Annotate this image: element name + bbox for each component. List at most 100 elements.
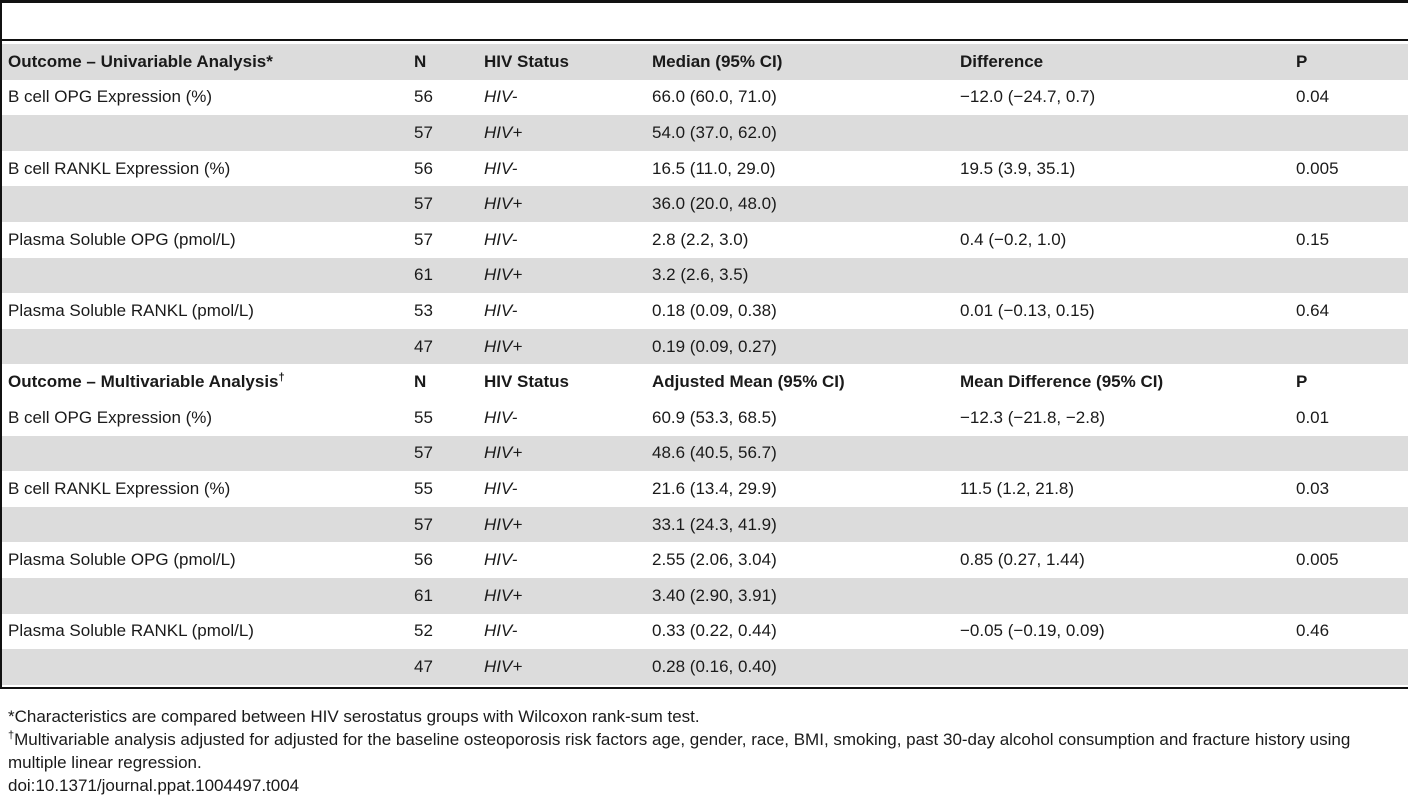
table-row: 61 HIV+ 3.40 (2.90, 3.91): [2, 577, 1408, 614]
cell-n: 55: [414, 478, 433, 498]
cell-difference: 0.85 (0.27, 1.44): [960, 550, 1085, 570]
cell-outcome: Plasma Soluble OPG (pmol/L): [8, 550, 236, 570]
cell-n: 52: [414, 621, 433, 641]
header-median: Median (95% CI): [646, 44, 954, 80]
cell-hiv-status: HIV-: [484, 229, 518, 249]
table-row: 57 HIV+ 36.0 (20.0, 48.0): [2, 186, 1408, 222]
footnote-2: †Multivariable analysis adjusted for adj…: [8, 729, 1351, 772]
section-header-univariable: Outcome – Univariable Analysis* N HIV St…: [2, 44, 1408, 80]
cell-outcome: B cell OPG Expression (%): [8, 87, 213, 107]
cell-hiv-status: HIV+: [478, 328, 646, 365]
cell-estimate: 48.6 (40.5, 56.7): [646, 435, 954, 472]
cell-p-value: 0.04: [1296, 87, 1330, 107]
cell-n: 61: [408, 257, 478, 294]
header-adjusted-mean: Adjusted Mean (95% CI): [652, 372, 845, 392]
cell-estimate: 0.33 (0.22, 0.44): [652, 621, 777, 641]
cell-p-value: 0.46: [1296, 621, 1330, 641]
cell-hiv-status: HIV-: [484, 550, 518, 570]
table-row: 57 HIV+ 48.6 (40.5, 56.7): [2, 435, 1408, 472]
cell-difference: −12.3 (−21.8, −2.8): [960, 407, 1106, 427]
cell-estimate: 0.18 (0.09, 0.38): [652, 300, 777, 320]
cell-hiv-status: HIV-: [484, 87, 518, 107]
table-left-border: [0, 0, 2, 688]
cell-estimate: 54.0 (37.0, 62.0): [646, 115, 954, 151]
header-mean-difference: Mean Difference (95% CI): [960, 372, 1164, 392]
cell-difference: [954, 257, 1290, 294]
table-row: 47 HIV+ 0.19 (0.09, 0.27): [2, 328, 1408, 365]
univariable-rows: B cell OPG Expression (%) 56 HIV- 66.0 (60.…: [2, 80, 1408, 365]
cell-hiv-status: HIV+: [478, 115, 646, 151]
cell-p-value: [1290, 115, 1408, 151]
cell-estimate: 16.5 (11.0, 29.0): [652, 158, 776, 178]
cell-n: 47: [408, 328, 478, 365]
cell-n: 47: [408, 649, 478, 685]
cell-p-value: [1290, 186, 1408, 222]
cell-p-value: 0.64: [1296, 300, 1330, 320]
cell-difference: −0.05 (−0.19, 0.09): [960, 621, 1105, 641]
cell-outcome: B cell RANKL Expression (%): [8, 158, 231, 178]
cell-outcome: [2, 115, 408, 151]
cell-hiv-status: HIV-: [484, 300, 518, 320]
cell-hiv-status: HIV+: [478, 506, 646, 543]
cell-n: 57: [408, 435, 478, 472]
cell-hiv-status: HIV+: [478, 257, 646, 294]
footnote-marker: *: [266, 51, 273, 71]
cell-difference: [954, 649, 1290, 685]
cell-estimate: 60.9 (53.3, 68.5): [652, 407, 777, 427]
cell-n: 56: [414, 158, 433, 178]
cell-outcome: [2, 577, 408, 614]
header-hiv-status: HIV Status: [484, 372, 570, 392]
cell-outcome: B cell RANKL Expression (%): [8, 478, 231, 498]
cell-p-value: 0.005: [1296, 550, 1339, 570]
cell-n: 57: [414, 229, 433, 249]
cell-outcome: [2, 328, 408, 365]
results-table: Outcome – Univariable Analysis* N HIV St…: [2, 44, 1408, 685]
table-row: 57 HIV+ 54.0 (37.0, 62.0): [2, 115, 1408, 151]
cell-estimate: 36.0 (20.0, 48.0): [646, 186, 954, 222]
cell-hiv-status: HIV-: [484, 158, 518, 178]
cell-p-value: [1290, 506, 1408, 543]
cell-outcome: B cell OPG Expression (%): [8, 407, 213, 427]
cell-difference: [954, 577, 1290, 614]
cell-estimate: 66.0 (60.0, 71.0): [652, 87, 777, 107]
footnote-marker: †: [278, 371, 285, 384]
cell-hiv-status: HIV+: [478, 577, 646, 614]
cell-difference: [954, 115, 1290, 151]
section-header-multivariable: Outcome – Multivariable Analysis† N HIV …: [2, 364, 1408, 400]
cell-p-value: 0.03: [1296, 478, 1330, 498]
table-footnotes: *Characteristics are compared between HI…: [8, 705, 1408, 797]
cell-hiv-status: HIV-: [484, 407, 518, 427]
cell-difference: 19.5 (3.9, 35.1): [960, 158, 1076, 178]
table-top-rule: [0, 0, 1408, 3]
cell-n: 61: [408, 577, 478, 614]
cell-hiv-status: HIV+: [478, 649, 646, 685]
cell-difference: [954, 186, 1290, 222]
header-n: N: [414, 372, 427, 392]
cell-outcome: Plasma Soluble RANKL (pmol/L): [8, 621, 254, 641]
header-n: N: [408, 44, 478, 80]
cell-hiv-status: HIV+: [478, 435, 646, 472]
cell-estimate: 33.1 (24.3, 41.9): [646, 506, 954, 543]
cell-p-value: 0.01: [1296, 407, 1330, 427]
table-row: Plasma Soluble OPG (pmol/L) 56 HIV- 2.55 (2…: [2, 542, 1408, 578]
doi-line: doi:10.1371/journal.ppat.1004497.t004: [8, 776, 300, 795]
cell-difference: 0.01 (−0.13, 0.15): [960, 300, 1095, 320]
header-difference: Difference: [954, 44, 1290, 80]
cell-p-value: 0.005: [1296, 158, 1339, 178]
cell-n: 56: [414, 87, 433, 107]
cell-p-value: [1290, 435, 1408, 472]
cell-n: 57: [408, 506, 478, 543]
cell-p-value: [1290, 328, 1408, 365]
table-row: B cell RANKL Expression (%) 55 HIV- 21.6 (1…: [2, 471, 1408, 507]
cell-estimate: 21.6 (13.4, 29.9): [652, 478, 777, 498]
cell-difference: [954, 435, 1290, 472]
cell-estimate: 3.40 (2.90, 3.91): [646, 577, 954, 614]
cell-hiv-status: HIV-: [484, 478, 518, 498]
multivariable-rows: B cell OPG Expression (%) 55 HIV- 60.9 (53.…: [2, 400, 1408, 685]
table-row: Plasma Soluble OPG (pmol/L) 57 HIV- 2.8 (2.…: [2, 222, 1408, 258]
table-row: 61 HIV+ 3.2 (2.6, 3.5): [2, 257, 1408, 294]
cell-p-value: [1290, 257, 1408, 294]
table-header-rule: [0, 39, 1408, 41]
cell-n: 57: [408, 115, 478, 151]
cell-hiv-status: HIV-: [484, 621, 518, 641]
